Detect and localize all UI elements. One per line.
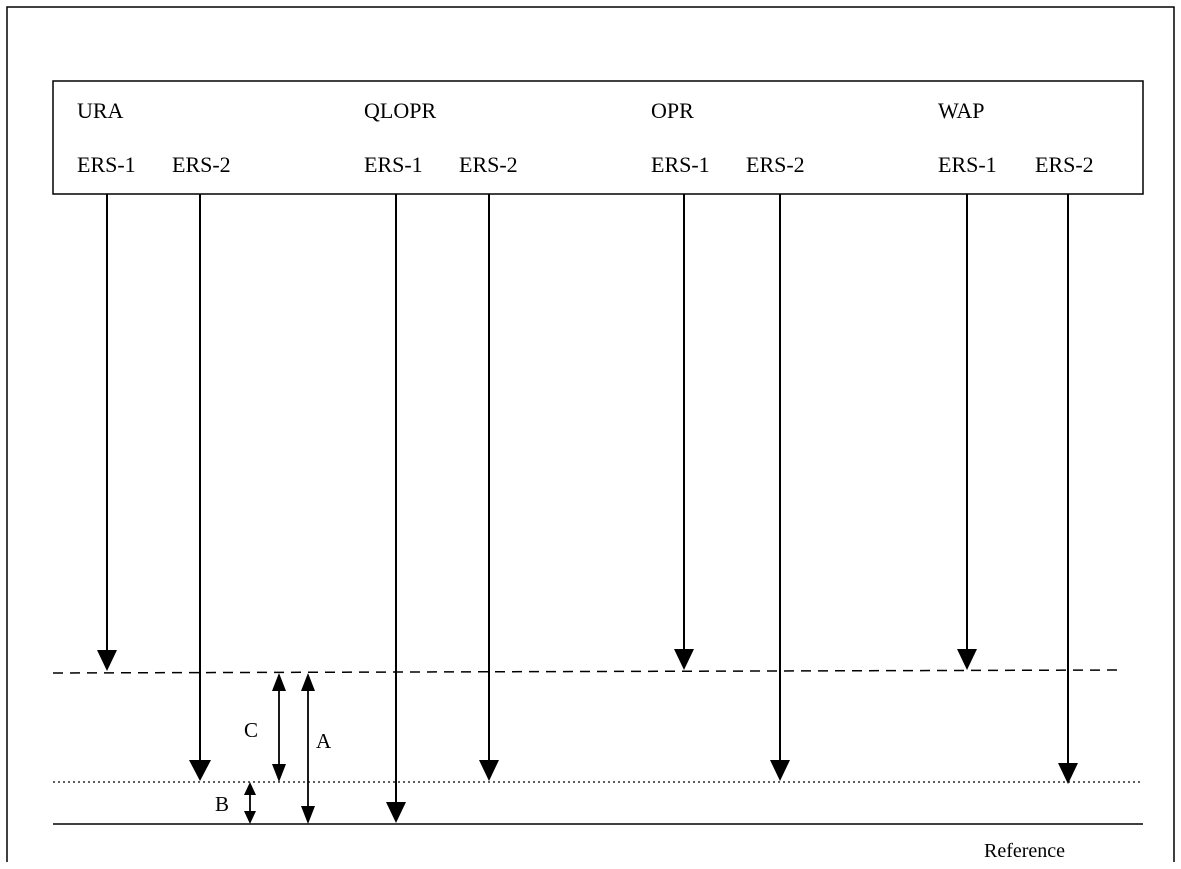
arrowhead-qlopr-ers1 [386,802,406,823]
arrowhead-ura-ers2 [189,760,211,781]
group-label-qlopr: QLOPR [364,98,436,123]
dimension-b-head-top [244,782,256,795]
ura-ers1-label: ERS-1 [77,152,136,177]
opr-ers1-label: ERS-1 [651,152,710,177]
group-label-ura: URA [77,98,124,123]
arrowhead-ura-ers1 [97,650,117,671]
wap-ers1-label: ERS-1 [938,152,997,177]
dimension-c-label: C [244,718,258,742]
arrowhead-wap-ers1 [957,649,977,670]
dimension-a-head-bottom [301,806,315,824]
dimension-c-head-top [272,673,286,691]
dimension-b-head-bottom [244,811,256,824]
dimension-a-head-top [301,673,315,691]
opr-ers2-label: ERS-2 [746,152,805,177]
arrowhead-opr-ers2 [770,760,790,781]
upper-dashed-level [52,669,1125,674]
arrowhead-qlopr-ers2 [479,760,499,781]
dimension-b-label: B [215,792,229,816]
reference-label: Reference [984,840,1065,862]
wap-ers2-label: ERS-2 [1035,152,1094,177]
arrowhead-opr-ers1 [674,649,694,670]
qlopr-ers1-label: ERS-1 [364,152,423,177]
dimension-c-head-bottom [272,764,286,782]
ura-ers2-label: ERS-2 [172,152,231,177]
group-label-wap: WAP [938,98,984,123]
dimension-a-label: A [316,729,332,753]
group-label-opr: OPR [651,98,694,123]
arrowhead-wap-ers2 [1058,763,1078,784]
qlopr-ers2-label: ERS-2 [459,152,518,177]
header-box [52,80,1144,195]
outer-frame [6,6,1175,862]
